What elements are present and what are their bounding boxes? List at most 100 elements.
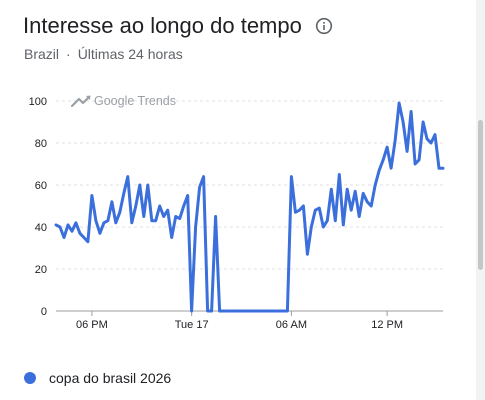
trending-up-icon [70, 95, 91, 108]
data-point [83, 236, 85, 239]
legend: copa do brasil 2026 [24, 370, 171, 386]
data-point [59, 226, 61, 228]
data-point [190, 310, 193, 312]
google-trends-watermark: Google Trends [70, 94, 176, 108]
data-point [139, 184, 141, 186]
data-point [422, 121, 424, 123]
data-point [318, 207, 321, 209]
data-point [210, 310, 213, 312]
y-tick-label: 60 [35, 180, 47, 192]
data-point [75, 222, 77, 224]
data-point [434, 133, 436, 136]
data-point [266, 310, 269, 312]
data-point [386, 146, 388, 148]
data-point [290, 175, 293, 178]
data-point [346, 188, 349, 190]
data-point [147, 184, 149, 186]
data-point [158, 205, 161, 207]
data-point [322, 226, 325, 228]
data-point [418, 159, 420, 161]
x-tick-label: 06 AM [276, 319, 307, 331]
data-point [358, 215, 361, 218]
info-circle-icon[interactable] [315, 17, 333, 35]
data-point [91, 194, 93, 197]
data-point [354, 190, 357, 193]
data-point [234, 310, 237, 312]
data-point [230, 310, 233, 312]
legend-marker [24, 372, 36, 384]
data-point [111, 201, 113, 203]
data-point [107, 219, 109, 222]
data-point [186, 194, 189, 197]
data-point [214, 215, 217, 218]
data-point [166, 209, 169, 211]
data-point [326, 219, 329, 222]
data-point [330, 188, 333, 190]
data-point [135, 205, 137, 207]
data-point [103, 222, 105, 224]
data-point [334, 219, 337, 222]
data-point [302, 205, 305, 207]
legend-label: copa do brasil 2026 [49, 370, 172, 386]
y-tick-label: 40 [35, 222, 47, 234]
trending-up-arrowhead [86, 95, 91, 100]
data-point [258, 310, 261, 312]
data-point [63, 236, 65, 239]
data-point [362, 192, 365, 195]
data-point [390, 167, 392, 169]
data-point [298, 209, 301, 211]
data-point [178, 217, 181, 220]
x-tick-label: Tue 17 [175, 319, 209, 331]
data-point [99, 232, 101, 235]
data-point [218, 310, 221, 312]
data-point [242, 310, 245, 312]
data-point [402, 121, 404, 123]
data-point [310, 226, 313, 228]
data-point [182, 205, 185, 207]
data-point [286, 310, 289, 312]
data-point [238, 310, 241, 312]
data-point [314, 209, 317, 211]
title-row: Interesse ao longo do tempo [23, 11, 333, 41]
data-point [123, 192, 125, 195]
data-point [194, 226, 197, 228]
data-point [202, 175, 205, 178]
data-point [342, 224, 345, 226]
subtitle-separator: · [66, 46, 71, 62]
data-point [294, 211, 297, 214]
data-point [370, 205, 373, 207]
data-point [442, 167, 444, 169]
data-point [206, 310, 209, 312]
period-label: Últimas 24 horas [77, 46, 183, 62]
data-point [143, 215, 145, 218]
data-point [115, 222, 117, 224]
data-point [87, 240, 89, 243]
data-point [338, 173, 341, 176]
data-point [270, 310, 273, 312]
data-point [95, 219, 97, 222]
scrollbar-thumb[interactable] [478, 120, 483, 270]
y-tick-label: 0 [41, 306, 47, 318]
data-point [438, 167, 440, 169]
data-point [254, 310, 257, 312]
data-point [250, 310, 253, 312]
x-axis-ticks: 06 PM Tue 17 06 AM 12 PM [76, 311, 403, 331]
data-point [394, 140, 396, 142]
data-point [274, 310, 277, 312]
data-point [366, 201, 369, 203]
data-point [119, 211, 121, 214]
series-lines [54, 101, 445, 313]
scrollbar[interactable] [476, 0, 485, 400]
watermark-text: Google Trends [94, 94, 176, 108]
y-tick-label: 80 [35, 138, 47, 150]
data-point [398, 102, 400, 104]
data-point [306, 253, 309, 256]
data-point [426, 138, 428, 140]
x-tick-label: 12 PM [371, 319, 403, 331]
data-point [282, 310, 285, 312]
data-point [382, 159, 385, 161]
series-line-0[interactable] [54, 101, 445, 313]
data-point [151, 219, 153, 222]
data-point [278, 310, 281, 312]
data-point [127, 175, 129, 178]
